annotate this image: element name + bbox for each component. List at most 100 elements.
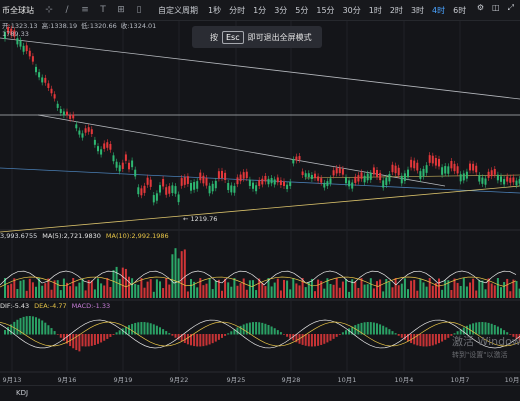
candle-body (472, 163, 475, 171)
candle-body (190, 183, 192, 191)
draw-line-icon[interactable]: ∕ (65, 5, 69, 15)
macd-bar (146, 322, 149, 335)
volume-bar (41, 285, 44, 298)
crosshair-icon[interactable]: ⊹ (45, 5, 53, 15)
candle-body (462, 173, 465, 181)
volume-bar (221, 290, 223, 298)
volume-bar (106, 278, 109, 298)
interval-tab[interactable]: 1分 (253, 5, 267, 15)
candle-body (81, 133, 84, 138)
trash-icon[interactable]: ▯ (136, 5, 142, 15)
interval-tab[interactable]: 4时 (432, 5, 446, 15)
candle-body (248, 179, 251, 186)
interval-tab[interactable]: 1时 (368, 5, 382, 15)
fullscreen-icon[interactable]: ⤢ (507, 3, 514, 12)
volume-bar (320, 280, 323, 298)
interval-tab[interactable]: 2时 (389, 5, 403, 15)
macd-bar (397, 334, 400, 336)
volume-bar (289, 289, 292, 298)
volume-bar (78, 282, 81, 298)
macd-bar (28, 316, 31, 335)
custom-period-button[interactable]: 自定义周期 (158, 5, 198, 15)
macd-bar (16, 319, 19, 335)
text-tool-icon[interactable]: T (100, 5, 106, 15)
volume-bar (171, 254, 174, 298)
macd-bar (354, 325, 357, 335)
volume-bar (248, 280, 251, 298)
macd-bar (112, 334, 115, 335)
high-value: 高:1338.19 (41, 22, 78, 30)
candle-body (193, 182, 196, 190)
interval-tab[interactable]: 3分 (274, 5, 288, 15)
volume-bar (165, 278, 168, 298)
macd-bar (186, 334, 189, 345)
candle-body (112, 155, 115, 162)
volume-bar (329, 284, 332, 298)
interval-tab[interactable]: 5分 (295, 5, 309, 15)
interval-tab[interactable]: 30分 (342, 5, 361, 15)
interval-tab[interactable]: 分时 (229, 5, 246, 15)
trend-line-support (0, 185, 520, 233)
macd-bar (416, 334, 419, 346)
x-tick-label: 9月16 (57, 376, 77, 384)
volume-bar (462, 278, 465, 298)
candle-body (388, 174, 391, 182)
macd-bar (351, 326, 354, 335)
candle-body (320, 178, 323, 183)
macd-bar (252, 322, 254, 335)
volume-bar (332, 284, 335, 298)
candle-body (345, 177, 347, 184)
candle-body (7, 26, 10, 34)
volume-bar (174, 248, 177, 298)
interval-tab[interactable]: 15分 (316, 5, 335, 15)
ruler-icon[interactable]: ⊞ (117, 5, 125, 15)
kdj-indicator-tab[interactable]: KDJ (16, 389, 29, 397)
interval-tab[interactable]: 1秒 (208, 5, 222, 15)
macd-bar (475, 322, 478, 335)
macd-bar (462, 327, 465, 335)
volume-bar (431, 285, 434, 298)
fib-icon[interactable]: ≡ (81, 5, 89, 15)
volume-bar (438, 278, 440, 298)
macd-bar (22, 316, 25, 335)
volume-bar (487, 278, 490, 298)
macd-dif: DIF:-5.43 (0, 302, 30, 310)
macd-bar (100, 334, 103, 343)
interval-tab[interactable]: 6时 (453, 5, 467, 15)
candle-body (385, 177, 388, 186)
macd-bar (140, 322, 143, 335)
candle-body (341, 169, 344, 175)
volume-bar (199, 278, 202, 298)
candle-body (10, 28, 13, 36)
candle-body (252, 182, 254, 189)
volume-bar (475, 290, 478, 298)
volume-bar (25, 290, 28, 298)
camera-icon[interactable]: ◫ (492, 3, 500, 12)
macd-bar (506, 332, 509, 335)
candle-body (100, 149, 103, 155)
x-tick-label: 9月22 (169, 376, 189, 384)
candle-body (283, 181, 285, 186)
x-tick-label: 9月19 (113, 376, 133, 384)
volume-bar (56, 280, 59, 298)
settings-icon[interactable]: ⚙ (476, 3, 485, 12)
macd-bar (444, 334, 447, 340)
macd-bar (41, 320, 44, 335)
volume-bar (84, 290, 87, 298)
macd-bar (348, 328, 351, 335)
macd-bar (121, 328, 124, 335)
open-value: 开:1323.13 (2, 22, 38, 30)
candle-body (134, 169, 137, 177)
interval-tab[interactable]: 3时 (410, 5, 425, 15)
candle-body (211, 183, 214, 192)
volume-bar (338, 287, 341, 298)
macd-bar (438, 334, 440, 344)
macd-bar (512, 334, 515, 337)
candle-body (155, 193, 158, 201)
macd-bar (472, 323, 475, 335)
candle-body (397, 167, 400, 176)
volume-bar (50, 289, 53, 298)
macd-bar (180, 334, 183, 342)
macd-bar (162, 329, 165, 335)
